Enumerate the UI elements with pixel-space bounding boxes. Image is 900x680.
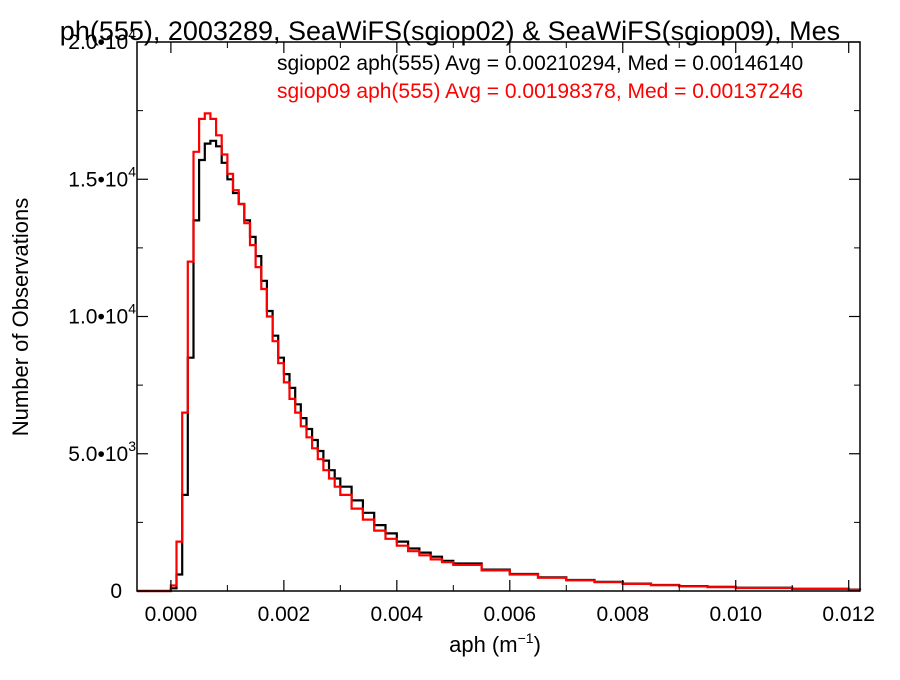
y-tick-label-base: 1.0•10 (68, 306, 128, 329)
y-tick-label-base: 5.0•10 (68, 443, 128, 466)
y-tick-label-exponent: 4 (128, 301, 136, 317)
y-tick-label-exponent: 4 (128, 26, 136, 42)
x-tick-label: 0.000 (145, 603, 198, 626)
plot-area (137, 112, 862, 593)
x-axis-label-unit-exponent: −1 (518, 630, 534, 646)
series-line-sgiop02 (137, 139, 862, 593)
x-axis-label-close: ) (534, 632, 541, 657)
axes: 0.000 0.002 0.004 0.006 0.008 0.010 0.012 0 5.0•… (68, 26, 875, 626)
y-tick-label-exponent: 3 (128, 438, 136, 454)
legend-entry-sgiop02: sgiop02 aph(555) Avg = 0.00210294, Med =… (277, 52, 803, 75)
y-tick-label: 0 (110, 580, 122, 603)
legend-entry-sgiop09: sgiop09 aph(555) Avg = 0.00198378, Med =… (277, 80, 803, 103)
x-tick-label: 0.006 (484, 603, 537, 626)
y-tick-label-base: 0 (110, 580, 122, 603)
x-tick-label: 0.004 (371, 603, 424, 626)
chart-title: ph(555), 2003289, SeaWiFS(sgiop02) & Sea… (60, 16, 840, 46)
y-tick-label: 1.5•104 (68, 163, 136, 191)
x-tick-label: 0.008 (596, 603, 649, 626)
y-axis-label: Number of Observations (8, 198, 33, 436)
x-tick-label: 0.012 (822, 603, 875, 626)
y-tick-label: 1.0•104 (68, 301, 136, 329)
y-tick-label-base: 2.0•10 (68, 31, 128, 54)
x-axis-label: aph (m−1) (449, 630, 541, 657)
y-tick-label: 2.0•104 (68, 26, 136, 54)
plot-frame (136, 41, 861, 592)
x-axis-label-main: aph (m (449, 632, 517, 657)
y-tick-label: 5.0•103 (68, 438, 136, 466)
x-tick-label: 0.002 (258, 603, 311, 626)
series-line-sgiop09 (137, 112, 862, 593)
x-tick-label: 0.010 (709, 603, 762, 626)
y-tick-label-base: 1.5•10 (68, 168, 128, 191)
y-tick-label-exponent: 4 (128, 163, 136, 179)
